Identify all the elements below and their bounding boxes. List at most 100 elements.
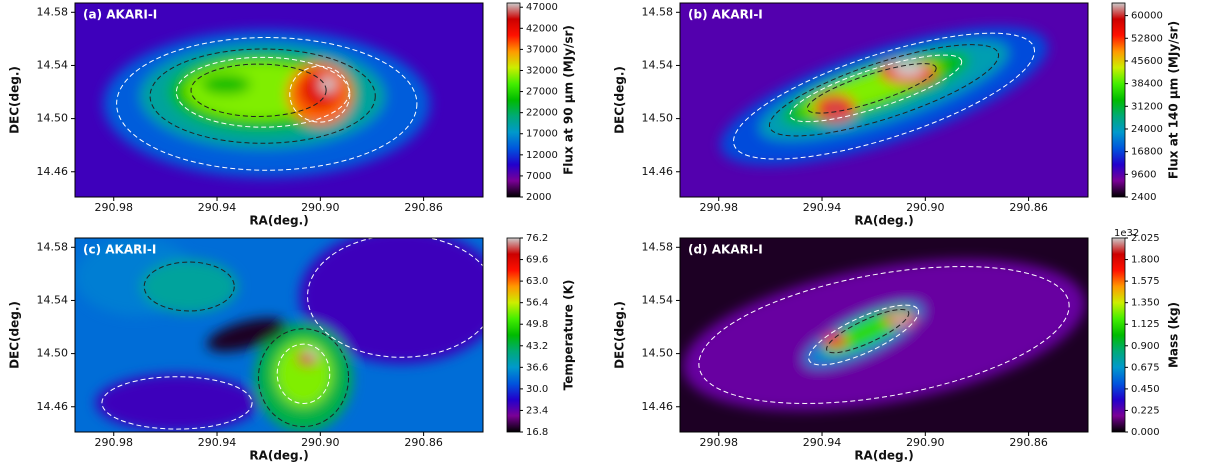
colorbar-tick-label: 0.900: [1131, 341, 1160, 352]
map-field: [75, 238, 483, 432]
contour: [276, 343, 331, 404]
x-tick-label: 290.86: [1009, 201, 1048, 214]
y-tick-label: 14.58: [37, 240, 69, 253]
x-axis-label: RA(deg.): [854, 214, 913, 228]
colorbar-tick-label: 12000: [526, 150, 558, 161]
map: [75, 238, 483, 432]
x-axis-label: RA(deg.): [249, 214, 308, 228]
colorbar-tick-label: 7000: [526, 171, 551, 182]
colorbar-tick-label: 23.4: [526, 405, 548, 416]
map-field: [103, 30, 430, 178]
plot-frame: [679, 237, 1089, 433]
map-region: [319, 76, 337, 93]
plot-frame: [679, 2, 1089, 198]
x-tick-label: 290.90: [906, 436, 945, 449]
colorbar-tick-label: 42000: [526, 23, 558, 34]
panel-label: (b) AKARI-I: [688, 8, 763, 22]
map-region: [201, 74, 251, 95]
panel-label: (d) AKARI-I: [688, 243, 763, 257]
panel: (b) AKARI-I 290.98 290.94 290.90 290.86 14.46…: [613, 2, 1181, 228]
y-axis-label: DEC(deg.): [8, 301, 22, 369]
colorbar-tick-label: 1.125: [1131, 319, 1160, 330]
x-tick-label: 290.98: [94, 436, 133, 449]
contour: [826, 308, 910, 354]
colorbar-tick-label: 2400: [1131, 192, 1156, 203]
x-axis-label: RA(deg.): [249, 449, 308, 463]
x-tick-label: 290.98: [94, 201, 133, 214]
colorbar-tick-label: 2.025: [1131, 233, 1160, 244]
contour: [143, 261, 235, 312]
map-region: [206, 318, 286, 352]
x-tick-label: 290.94: [198, 201, 237, 214]
y-tick-label: 14.50: [642, 347, 674, 360]
colorbar-tick-label: 1.800: [1131, 255, 1160, 266]
x-tick-label: 290.90: [301, 436, 340, 449]
x-tick-label: 290.94: [803, 201, 842, 214]
contour: [257, 328, 350, 428]
colorbar-tick-label: 27000: [526, 87, 558, 98]
y-tick-label: 14.54: [37, 293, 69, 306]
y-tick-label: 14.50: [642, 112, 674, 125]
colorbar-tick-label: 37000: [526, 44, 558, 55]
x-tick-label: 290.86: [404, 436, 443, 449]
panel: (c) AKARI-I 290.98 290.94 290.90 290.86 14.46…: [8, 233, 576, 463]
contour: [806, 63, 937, 114]
colorbar-tick-label: 2000: [526, 192, 551, 203]
colorbar-tick-label: 0.450: [1131, 384, 1160, 395]
contour: [149, 48, 376, 144]
y-tick-label: 14.58: [642, 5, 674, 18]
contour: [789, 54, 963, 123]
colorbar-label: Temperature (K): [562, 280, 576, 391]
x-tick-label: 290.94: [198, 436, 237, 449]
colorbar-tick-label: 45600: [1131, 56, 1163, 67]
contour: [101, 376, 253, 430]
colorbar-tick-label: 63.0: [526, 276, 548, 287]
contour: [289, 65, 351, 123]
x-tick-label: 290.90: [906, 201, 945, 214]
colorbar-tick-label: 47000: [526, 2, 558, 13]
panel-label: (a) AKARI-I: [83, 8, 157, 22]
y-tick-label: 14.54: [37, 58, 69, 71]
plot-frame: [74, 2, 484, 198]
panel: (a) AKARI-I 290.98 290.94 290.90 290.86 14.46…: [8, 2, 576, 227]
colorbar-offset: 1e32: [1114, 228, 1139, 239]
contour: [190, 63, 327, 117]
y-tick-label: 14.58: [642, 240, 674, 253]
map-region: [299, 70, 341, 110]
colorbar: [506, 237, 521, 433]
colorbar-tick-label: 0.000: [1131, 427, 1160, 438]
map-region: [95, 373, 259, 432]
colorbar: [1111, 237, 1126, 433]
colorbar-tick-label: 0.225: [1131, 405, 1160, 416]
y-axis-label: DEC(deg.): [613, 66, 627, 134]
colorbar-tick-label: 31200: [1131, 101, 1163, 112]
colorbar: [1111, 2, 1126, 198]
y-tick-label: 14.46: [642, 400, 674, 413]
colorbar-label: Flux at 90 μm (MJy/sr): [562, 25, 576, 175]
x-tick-label: 290.86: [1009, 436, 1048, 449]
map-field: [720, 27, 1048, 166]
contour: [116, 37, 418, 171]
map-region: [822, 334, 848, 348]
colorbar-label: Flux at 140 μm (MJy/sr): [1167, 21, 1181, 179]
colorbar-tick-label: 52800: [1131, 33, 1163, 44]
y-tick-label: 14.54: [642, 58, 674, 71]
colorbar-tick-label: 1.575: [1131, 276, 1160, 287]
y-tick-label: 14.50: [37, 112, 69, 125]
y-tick-label: 14.46: [37, 165, 69, 178]
colorbar-tick-label: 22000: [526, 108, 558, 119]
colorbar-tick-label: 16800: [1131, 147, 1163, 158]
contour: [733, 32, 1035, 160]
colorbar-tick-label: 17000: [526, 129, 558, 140]
map-region: [274, 340, 333, 407]
map: [75, 3, 483, 197]
x-tick-label: 290.98: [699, 201, 738, 214]
colorbar-tick-label: 30.0: [526, 384, 548, 395]
contour: [175, 56, 350, 128]
y-tick-label: 14.58: [37, 5, 69, 18]
colorbar-tick-label: 69.6: [526, 255, 548, 266]
map-region: [140, 259, 239, 314]
plot-frame: [74, 237, 484, 433]
colorbar-tick-label: 76.2: [526, 233, 548, 244]
